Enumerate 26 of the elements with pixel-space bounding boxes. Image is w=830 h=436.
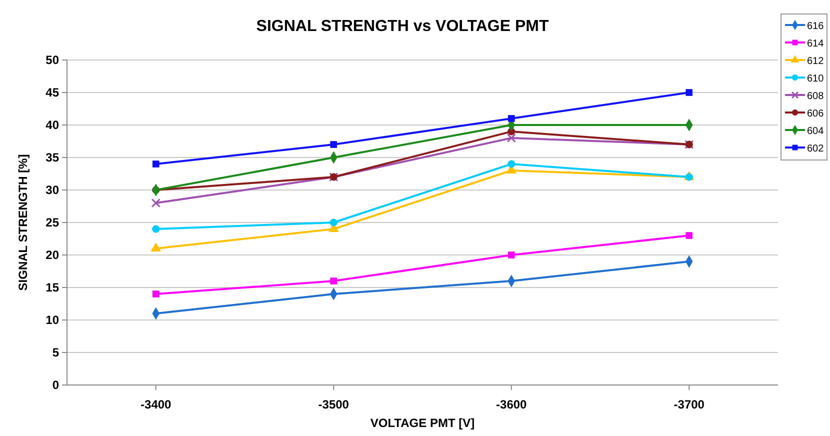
legend-label: 614	[807, 38, 824, 50]
y-tick-label: 10	[46, 312, 60, 327]
legend-label: 608	[807, 91, 824, 102]
y-tick-label: 25	[46, 215, 60, 230]
y-tick-label: 15	[46, 280, 60, 294]
x-tick-label: -3500	[318, 398, 350, 412]
legend-label: 604	[807, 126, 824, 137]
y-tick-label: 20	[46, 248, 60, 262]
legend-label: 606	[807, 108, 824, 120]
legend-label: 616	[807, 21, 824, 32]
chart-title: SIGNAL STRENGTH vs VOLTAGE PMT	[256, 18, 549, 35]
y-tick-label: 40	[46, 118, 60, 132]
y-tick-label: 5	[52, 345, 60, 360]
legend-label: 612	[807, 56, 824, 67]
y-tick-label: 45	[46, 85, 60, 100]
legend-label: 610	[807, 74, 824, 84]
x-tick-label: -3700	[674, 398, 705, 412]
y-tick-label: 30	[46, 182, 60, 197]
y-tick-label: 35	[46, 150, 60, 164]
x-tick-label: -3400	[140, 398, 172, 412]
x-tick-label: -3600	[496, 398, 528, 412]
legend-label: 602	[807, 144, 824, 154]
y-tick-label: 50	[46, 52, 60, 67]
y-axis-title: SIGNAL STRENGTH [%]	[16, 154, 30, 291]
x-axis-title: VOLTAGE PMT [V]	[370, 416, 475, 430]
y-tick-label: 0	[52, 378, 60, 392]
